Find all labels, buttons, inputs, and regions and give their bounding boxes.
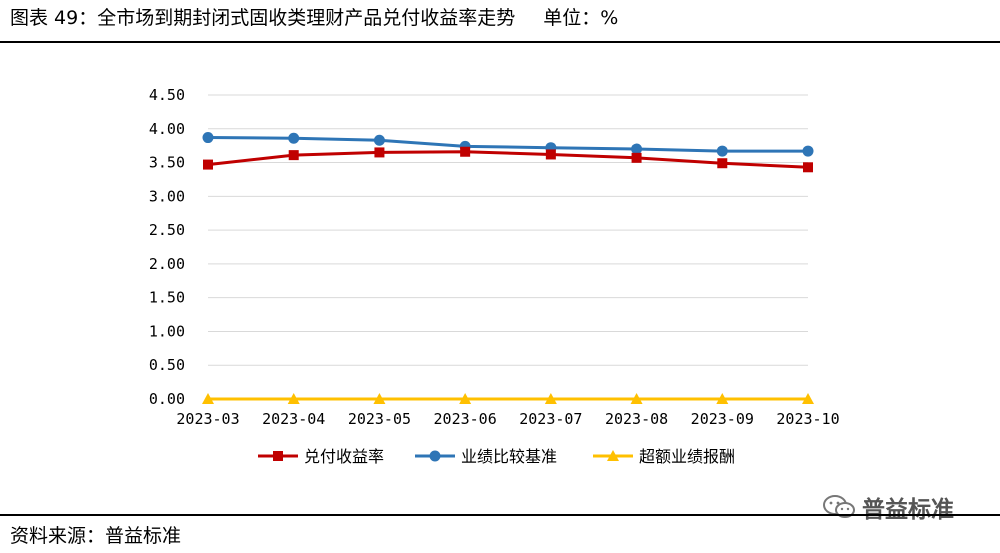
- legend: 兑付收益率 业绩比较基准 超额业绩报酬: [258, 447, 735, 466]
- legend-marker: [273, 451, 283, 461]
- data-point: [203, 159, 213, 170]
- y-tick-label: 1.50: [149, 289, 185, 307]
- series-line: [207, 136, 808, 153]
- x-tick-label: 2023-06: [434, 410, 497, 428]
- y-tick-label: 0.00: [149, 390, 185, 408]
- y-tick-label: 3.00: [149, 187, 185, 205]
- x-tick-label: 2023-05: [348, 410, 411, 428]
- x-tick-label: 2023-08: [605, 410, 668, 428]
- data-point: [459, 393, 472, 404]
- y-tick-label: 4.00: [149, 120, 185, 138]
- data-point: [373, 134, 385, 146]
- x-tick-label: 2023-04: [262, 410, 325, 428]
- watermark-text: 普益标准: [862, 497, 954, 523]
- data-point: [545, 149, 556, 160]
- legend-marker: [607, 450, 619, 461]
- x-tick-label: 2023-10: [776, 410, 839, 428]
- data-point: [288, 132, 300, 144]
- data-point: [631, 152, 642, 163]
- unit-label: 单位：%: [543, 7, 619, 29]
- x-tick-label: 2023-03: [176, 410, 239, 428]
- y-axis-ticks: 0.00 0.50 1.00 1.50 2.00 2.50 3.00 3.50 4.00 4.50: [149, 86, 185, 408]
- x-axis-ticks: 2023-03 2023-04 2023-05 2023-06 2023-07 2023-…: [176, 410, 839, 428]
- y-tick-label: 3.50: [149, 154, 185, 172]
- legend-label: 业绩比较基准: [461, 447, 557, 466]
- data-point: [202, 132, 214, 144]
- x-tick-label: 2023-09: [691, 410, 754, 428]
- series-triangle: [202, 393, 814, 404]
- figure-title: 图表 49：全市场到期封闭式固收类理财产品兑付收益率走势: [10, 7, 516, 29]
- data-point: [287, 393, 300, 404]
- data-point: [288, 150, 299, 161]
- legend-item: 超额业绩报酬: [593, 447, 735, 466]
- data-point: [373, 393, 386, 404]
- figure-title-bar: 图表 49：全市场到期封闭式固收类理财产品兑付收益率走势 单位：%: [10, 4, 618, 32]
- series-group: [202, 132, 814, 404]
- watermark: 普益标准: [822, 492, 954, 523]
- legend-item: 兑付收益率: [258, 447, 384, 466]
- data-point: [716, 393, 729, 404]
- series-line: [207, 150, 809, 169]
- y-tick-label: 2.00: [149, 255, 185, 273]
- legend-item: 业绩比较基准: [415, 447, 557, 466]
- data-point: [631, 143, 643, 155]
- legend-marker: [429, 450, 441, 462]
- data-point: [460, 146, 471, 157]
- data-point: [202, 393, 214, 404]
- legend-label: 超额业绩报酬: [639, 447, 735, 466]
- data-point: [717, 158, 728, 169]
- y-tick-label: 4.50: [149, 86, 185, 104]
- y-tick-label: 0.50: [149, 356, 185, 374]
- bottom-rule: [0, 514, 1000, 516]
- series-square: [203, 146, 813, 173]
- source-note: 资料来源：普益标准: [10, 525, 182, 547]
- wechat-icon: [823, 495, 855, 518]
- data-point: [802, 393, 814, 404]
- legend-label: 兑付收益率: [304, 447, 384, 466]
- data-point: [803, 162, 813, 173]
- x-tick-label: 2023-07: [519, 410, 582, 428]
- data-point: [544, 393, 557, 404]
- y-tick-label: 1.00: [149, 322, 185, 340]
- series-circle: [202, 132, 814, 157]
- data-point: [716, 145, 728, 157]
- top-rule: [0, 41, 1000, 43]
- data-point: [802, 145, 814, 157]
- data-point: [630, 393, 643, 404]
- y-tick-label: 2.50: [149, 221, 185, 239]
- data-point: [374, 147, 385, 158]
